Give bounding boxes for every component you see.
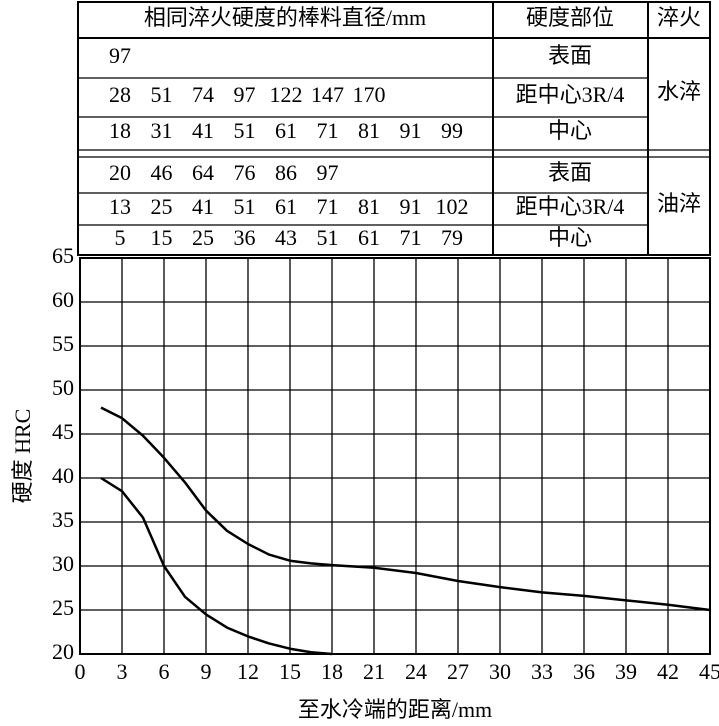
bar-diameter: 81 [358,118,380,143]
bar-diameter: 76 [234,160,256,185]
hardness-position: 距中心3R/4 [516,194,625,219]
bar-diameter: 18 [109,118,131,143]
x-tick-label: 30 [489,659,511,684]
table-header: 淬火 [657,5,701,30]
bar-diameter: 61 [275,194,297,219]
bar-diameter: 20 [109,160,131,185]
bar-diameter: 25 [192,225,214,250]
table-header: 硬度部位 [526,5,614,30]
x-tick-label: 36 [573,659,595,684]
y-axis-label: 硬度 HRC [10,409,35,504]
bar-diameter: 71 [400,225,422,250]
x-axis-label: 至水冷端的距离/mm [298,697,492,722]
quench-method: 油淬 [657,191,701,216]
bar-diameter: 102 [436,194,469,219]
bar-diameter: 13 [109,194,131,219]
hardness-position: 中心 [548,118,592,143]
table-header: 相同淬火硬度的棒料直径/mm [144,5,426,30]
bar-diameter: 91 [400,194,422,219]
y-tick-label: 55 [52,331,74,356]
hardness-position: 距中心3R/4 [516,82,625,107]
bar-diameter: 41 [192,194,214,219]
bar-diameter: 31 [151,118,173,143]
bar-diameter: 51 [234,194,256,219]
bar-diameter: 170 [353,82,386,107]
x-tick-label: 3 [117,659,128,684]
bar-diameter: 61 [275,118,297,143]
x-tick-label: 33 [531,659,553,684]
hardness-curve [100,406,711,612]
x-tick-label: 27 [447,659,469,684]
bar-diameter: 71 [317,118,339,143]
bar-diameter: 74 [192,82,214,107]
y-tick-label: 65 [52,243,74,268]
bar-diameter: 41 [192,118,214,143]
bar-diameter: 91 [400,118,422,143]
y-tick-label: 40 [52,463,74,488]
hardness-position: 表面 [548,43,592,68]
bar-diameter: 25 [151,194,173,219]
bar-diameter: 15 [151,225,173,250]
bar-diameter: 97 [109,43,131,68]
bar-diameter: 61 [358,225,380,250]
x-tick-label: 45 [699,659,719,684]
plot-frame [79,257,711,655]
bar-diameter: 79 [441,225,463,250]
bar-diameter: 51 [151,82,173,107]
x-tick-label: 21 [363,659,385,684]
bar-diameter: 43 [275,225,297,250]
x-tick-label: 9 [201,659,212,684]
bar-diameter: 28 [109,82,131,107]
bar-diameter: 147 [311,82,344,107]
y-tick-label: 50 [52,375,74,400]
bar-diameter: 5 [115,225,126,250]
bar-diameter: 51 [234,118,256,143]
table-frame [77,1,711,256]
bar-diameter: 122 [270,82,303,107]
bar-diameter: 81 [358,194,380,219]
hardness-position: 中心 [548,225,592,250]
y-tick-label: 60 [52,287,74,312]
bar-diameter: 97 [317,160,339,185]
x-tick-label: 39 [615,659,637,684]
y-tick-label: 45 [52,419,74,444]
x-tick-label: 18 [321,659,343,684]
x-tick-label: 6 [159,659,170,684]
x-tick-label: 24 [405,659,427,684]
bar-diameter: 51 [317,225,339,250]
hardness-position: 表面 [548,160,592,185]
y-tick-label: 20 [52,639,74,664]
quench-method: 水淬 [657,79,701,104]
bar-diameter: 46 [151,160,173,185]
bar-diameter: 64 [192,160,214,185]
x-tick-label: 15 [279,659,301,684]
hardness-curve [100,476,333,656]
bar-diameter: 99 [441,118,463,143]
bar-diameter: 71 [317,194,339,219]
bar-diameter: 36 [234,225,256,250]
y-tick-label: 30 [52,551,74,576]
x-tick-label: 42 [657,659,679,684]
x-tick-label: 12 [237,659,259,684]
y-tick-label: 25 [52,595,74,620]
bar-diameter: 86 [275,160,297,185]
x-tick-label: 0 [75,659,86,684]
bar-diameter: 97 [234,82,256,107]
y-tick-label: 35 [52,507,74,532]
